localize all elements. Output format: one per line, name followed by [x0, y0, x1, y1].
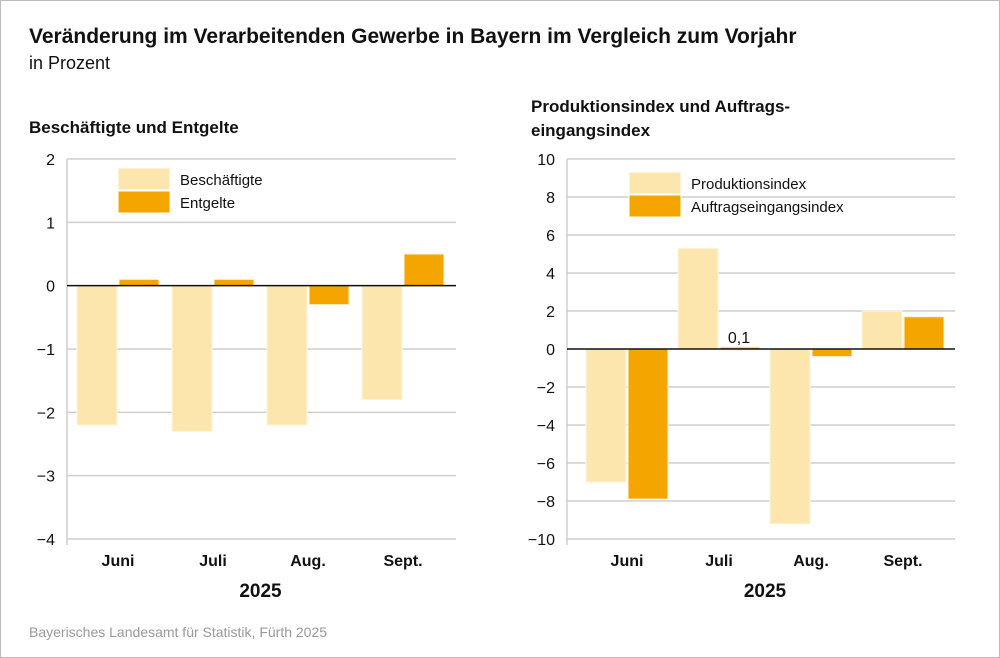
bar-produktionsindex-juli	[677, 247, 719, 350]
legend-label: Auftragseingangsindex	[691, 199, 844, 216]
bar-auftragseingangsindex-juni	[627, 348, 669, 500]
y-tick-label: −3	[37, 469, 55, 486]
y-tick-label: −10	[528, 532, 555, 549]
y-tick-label: 10	[537, 152, 555, 169]
x-tick-label: Juni	[102, 553, 135, 570]
y-tick-label: −8	[537, 494, 555, 511]
left-chart-title: Beschäftigte und Entgelte	[29, 118, 239, 137]
y-tick-label: −6	[537, 456, 555, 473]
x-tick-label: Sept.	[883, 553, 922, 570]
chart-title: Veränderung im Verarbeitenden Gewerbe in…	[29, 25, 797, 48]
x-tick-label: Aug.	[290, 553, 326, 570]
bar-entgelte-juli	[213, 278, 255, 287]
y-tick-label: −4	[537, 418, 555, 435]
legend-swatch	[628, 194, 682, 218]
bar-produktionsindex-aug	[769, 348, 811, 525]
bar-beschäftigte-sept	[361, 285, 403, 401]
bar-produktionsindex-juni	[585, 348, 627, 483]
y-tick-label: 6	[546, 228, 555, 245]
bar-beschäftigte-juli	[171, 285, 213, 432]
bar-entgelte-aug	[308, 285, 350, 306]
legend-swatch	[117, 190, 171, 214]
y-tick-label: 8	[546, 190, 555, 207]
y-tick-label: 0	[46, 279, 55, 296]
source-note: Bayerisches Landesamt für Statistik, Für…	[29, 624, 328, 640]
y-tick-label: 4	[546, 266, 555, 283]
bar-beschäftigte-aug	[266, 285, 308, 426]
right-chart-title: Produktionsindex und Auftrags-eingangsin…	[531, 95, 851, 143]
x-axis-label: 2025	[744, 581, 787, 602]
right-chart-title-text: Produktionsindex und Auftrags-eingangsin…	[531, 97, 791, 140]
y-tick-label: 1	[46, 215, 55, 232]
bar-produktionsindex-sept	[861, 310, 903, 350]
chart-subtitle: in Prozent	[29, 53, 111, 73]
x-tick-label: Juni	[611, 553, 644, 570]
y-tick-label: −2	[537, 380, 555, 397]
x-axis-label: 2025	[239, 581, 282, 602]
bar-auftragseingangsindex-aug	[811, 348, 853, 358]
legend-label: Produktionsindex	[691, 176, 807, 193]
x-tick-label: Juli	[705, 553, 733, 570]
y-tick-label: 2	[546, 304, 555, 321]
x-tick-label: Aug.	[793, 553, 829, 570]
legend-swatch	[117, 167, 171, 191]
bar-auftragseingangsindex-sept	[903, 316, 945, 350]
x-tick-label: Sept.	[383, 553, 422, 570]
bar-entgelte-sept	[403, 253, 445, 287]
y-tick-label: −4	[37, 532, 55, 549]
legend-label: Entgelte	[180, 195, 235, 212]
y-tick-label: −1	[37, 342, 55, 359]
legend-label: Beschäftigte	[180, 172, 263, 189]
y-tick-label: 0	[546, 342, 555, 359]
y-tick-label: −2	[37, 405, 55, 422]
legend-swatch	[628, 171, 682, 195]
x-tick-label: Juli	[199, 553, 227, 570]
y-tick-label: 2	[46, 152, 55, 169]
bar-entgelte-juni	[118, 278, 160, 287]
data-label: 0,1	[728, 330, 750, 347]
bar-beschäftigte-juni	[76, 285, 118, 426]
